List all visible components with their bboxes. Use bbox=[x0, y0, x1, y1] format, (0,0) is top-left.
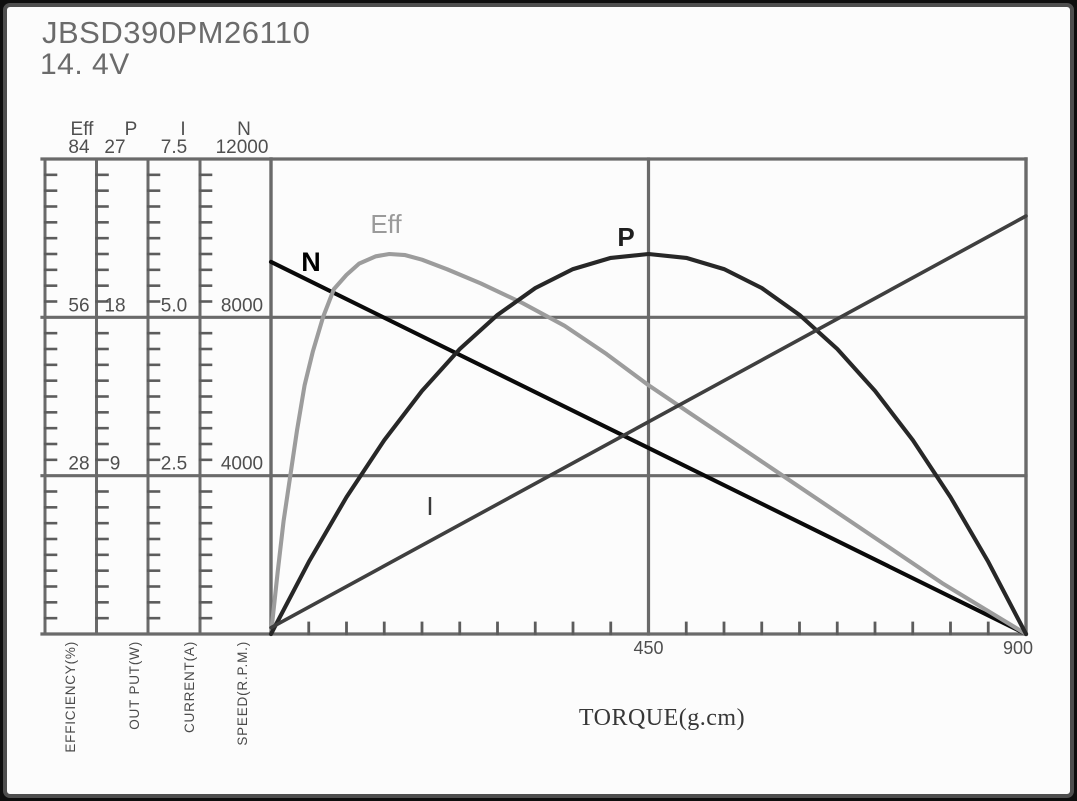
axis-title-eff: EFFICIENCY(%) bbox=[63, 641, 78, 753]
scale-value-i-1: 5.0 bbox=[161, 295, 187, 316]
scale-value-n-0: 12000 bbox=[216, 137, 269, 158]
page-title: JBSD390PM26110 bbox=[42, 15, 311, 50]
scale-value-n-1: 8000 bbox=[221, 295, 263, 316]
scale-value-i-2: 2.5 bbox=[161, 454, 187, 475]
scale-header-eff: Eff bbox=[71, 119, 95, 140]
scale-header-p: P bbox=[125, 119, 138, 140]
scale-value-i-0: 7.5 bbox=[161, 137, 187, 158]
scale-value-eff-0: 84 bbox=[68, 137, 90, 158]
axis-title-i: CURRENT(A) bbox=[182, 641, 197, 733]
curve-I bbox=[269, 214, 1028, 630]
x-tick-label-450: 450 bbox=[633, 638, 663, 658]
axis-title-p: OUT PUT(W) bbox=[127, 641, 142, 730]
scale-value-eff-2: 28 bbox=[68, 454, 89, 475]
curve-N bbox=[268, 259, 1029, 637]
scale-value-p-1: 18 bbox=[104, 295, 125, 316]
curve-label-N: N bbox=[301, 247, 321, 277]
curve-P bbox=[268, 251, 1029, 637]
scale-header-n: N bbox=[237, 119, 251, 140]
scale-value-n-2: 4000 bbox=[221, 454, 263, 475]
curve-Eff bbox=[268, 251, 1029, 637]
curve-label-Eff: Eff bbox=[370, 209, 402, 239]
chart-frame: JBSD390PM26110 14. 4V Eff 84 56 28 EFFICIENC… bbox=[3, 3, 1074, 798]
scale-header-i: I bbox=[180, 119, 185, 140]
x-axis-title: TORQUE(g.cm) bbox=[578, 705, 746, 731]
axis-title-n: SPEED(R.P.M.) bbox=[235, 641, 250, 746]
curve-label-I: I bbox=[426, 491, 433, 521]
scale-value-p-0: 27 bbox=[104, 137, 125, 158]
curve-label-P: P bbox=[617, 222, 634, 252]
scale-value-p-2: 9 bbox=[110, 454, 121, 475]
x-tick-label-900: 900 bbox=[1003, 638, 1033, 658]
scale-value-eff-1: 56 bbox=[68, 295, 89, 316]
voltage-label: 14. 4V bbox=[40, 48, 130, 81]
